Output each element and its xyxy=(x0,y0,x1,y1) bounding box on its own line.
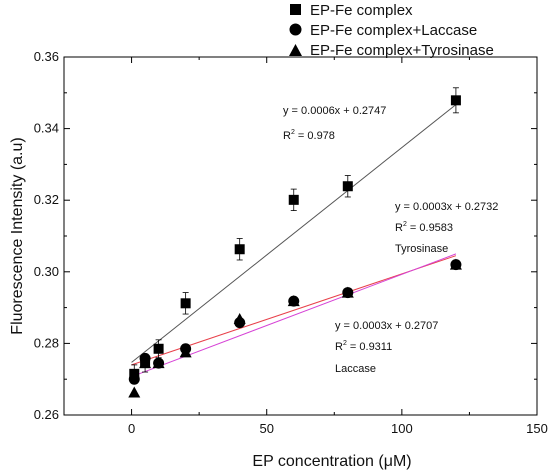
data-point-square xyxy=(153,343,164,354)
data-point-square xyxy=(288,194,299,205)
annotation-r-label: R xyxy=(283,130,291,142)
chart-axes: 0 50 100 150 0.26 0.28 0.30 0.32 0.34 0.36 xyxy=(34,49,548,436)
annotation-r2: R2 = 0.9311 xyxy=(335,340,392,353)
data-point-triangle xyxy=(449,258,462,270)
data-point-square xyxy=(180,298,191,309)
y-tick-label: 0.36 xyxy=(34,49,59,64)
data-point-triangle xyxy=(139,357,152,369)
data-points xyxy=(128,87,462,398)
y-tick-label: 0.32 xyxy=(34,192,59,207)
y-tick-label: 0.34 xyxy=(34,121,59,136)
data-point-triangle xyxy=(128,386,141,398)
data-point-triangle xyxy=(152,357,165,369)
fit-lines xyxy=(131,104,457,378)
legend-label-ep-fe: EP-Fe complex xyxy=(310,2,413,19)
fit-line xyxy=(131,104,457,363)
annotation-r2: R2 = 0.978 xyxy=(283,129,335,142)
x-tick-label: 50 xyxy=(259,421,273,436)
data-point-triangle xyxy=(341,286,354,298)
annotation-equation: y = 0.0006x + 0.2747 xyxy=(283,105,386,117)
annotation-ep-fe: y = 0.0006x + 0.2747 R2 = 0.978 xyxy=(283,105,386,142)
legend-label-tyrosinase: EP-Fe complex+Tyrosinase xyxy=(310,42,494,59)
y-tick-label: 0.26 xyxy=(34,407,59,422)
annotation-name: Laccase xyxy=(335,363,376,375)
data-point-circle xyxy=(128,373,140,385)
legend-marker-triangle xyxy=(289,44,302,56)
fit-line xyxy=(131,253,457,378)
data-point-triangle xyxy=(233,313,246,325)
data-point-square xyxy=(450,95,461,106)
x-tick-label: 0 xyxy=(128,421,135,436)
annotation-r-exp: 2 xyxy=(291,129,295,136)
annotation-r-exp: 2 xyxy=(343,340,347,347)
y-axis-label: Fluorescence Intensity (a.u) xyxy=(9,137,26,334)
data-point-square xyxy=(342,181,353,192)
legend-label-laccase: EP-Fe complex+Laccase xyxy=(310,22,477,39)
x-tick-label: 150 xyxy=(526,421,548,436)
x-axis-label: EP concentration (μM) xyxy=(252,453,411,470)
annotation-r2: R2 = 0.9583 xyxy=(395,221,453,234)
annotation-laccase: y = 0.0003x + 0.2707 R2 = 0.9311 Laccase xyxy=(335,320,438,375)
annotation-equation: y = 0.0003x + 0.2707 xyxy=(335,320,438,332)
x-tick-label: 100 xyxy=(391,421,413,436)
legend-marker-square xyxy=(290,4,301,15)
annotation-equation: y = 0.0003x + 0.2732 xyxy=(395,201,498,213)
annotation-name: Tyrosinase xyxy=(395,243,448,255)
data-point-square xyxy=(234,244,245,255)
annotation-r-label: R xyxy=(395,222,403,234)
annotation-r-label: R xyxy=(335,341,343,353)
data-point-triangle xyxy=(179,346,192,358)
annotation-r-exp: 2 xyxy=(403,221,407,228)
data-point-triangle xyxy=(287,295,300,307)
annotation-r-value: = 0.9583 xyxy=(407,222,453,234)
legend-marker-circle xyxy=(289,23,302,36)
annotation-tyrosinase: y = 0.0003x + 0.2732 R2 = 0.9583 Tyrosin… xyxy=(395,201,498,255)
legend: EP-Fe complex EP-Fe complex+Laccase EP-F… xyxy=(289,2,494,59)
annotation-r-value: = 0.9311 xyxy=(347,341,392,353)
annotation-r-value: = 0.978 xyxy=(295,130,335,142)
y-tick-label: 0.28 xyxy=(34,335,59,350)
y-tick-label: 0.30 xyxy=(34,264,59,279)
